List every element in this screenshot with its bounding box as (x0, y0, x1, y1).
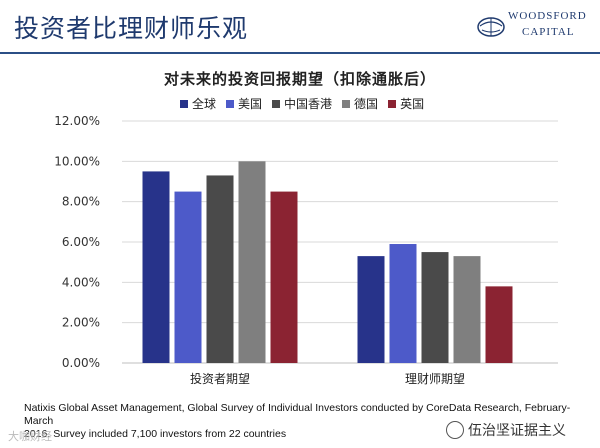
source-footnote: Natixis Global Asset Management, Global … (24, 402, 594, 441)
y-tick-label: 10.00% (54, 154, 100, 168)
legend-item-uk: 英国 (388, 95, 424, 112)
watermark-right-text: 伍治坚证据主义 (468, 423, 566, 439)
bar (142, 171, 170, 363)
logo-text-bottom: CAPITAL (522, 26, 575, 38)
bar (357, 256, 385, 363)
y-tick-label: 12.00% (54, 114, 100, 128)
y-tick-label: 4.00% (62, 275, 100, 289)
watermark-right: 伍治坚证据主义 (446, 420, 566, 440)
bar (485, 286, 513, 363)
legend-label: 全球 (192, 97, 217, 111)
legend-label: 美国 (238, 97, 263, 111)
legend-item-germany: 德国 (342, 95, 378, 112)
y-tick-label: 6.00% (62, 235, 100, 249)
y-tick-label: 2.00% (62, 316, 100, 330)
bar (238, 161, 266, 363)
legend-swatch (342, 99, 351, 108)
bar (174, 191, 202, 363)
bar-chart: 0.00% 2.00% 4.00% 6.00% 8.00% 10.00% 12.00% 投资者… (54, 114, 558, 386)
legend-item-hongkong: 中国香港 (272, 95, 332, 112)
logo-text-top: WOODSFORD (508, 10, 587, 22)
bar (453, 256, 481, 363)
y-tick-label: 0.00% (62, 356, 100, 370)
legend-item-global: 全球 (180, 95, 216, 112)
legend-swatch (226, 99, 235, 108)
wechat-icon (446, 421, 464, 439)
bar (389, 244, 417, 363)
legend-item-us: 美国 (226, 95, 262, 112)
footnote-line-2: 2016. Survey included 7,100 investors fr… (24, 428, 287, 440)
legend-swatch (180, 99, 188, 108)
footnote-line-1: Natixis Global Asset Management, Global … (24, 402, 571, 427)
legend-label: 英国 (400, 97, 425, 111)
chart-legend: 全球 美国 中国香港 德国 英国 (180, 95, 424, 112)
bar (421, 252, 449, 363)
bar (270, 191, 298, 363)
company-logo: WOODSFORD CAPITAL (476, 8, 596, 48)
legend-label: 德国 (354, 97, 379, 111)
legend-swatch (272, 99, 281, 108)
x-category-label: 投资者期望 (190, 371, 250, 386)
x-category-label: 理财师期望 (405, 372, 465, 386)
bar (206, 175, 234, 363)
title-divider (0, 52, 600, 54)
legend-label: 中国香港 (284, 97, 333, 111)
watermark-left: 大咖财经 (8, 430, 52, 443)
slide-title: 投资者比理财师乐观 (14, 14, 249, 43)
legend-swatch (388, 99, 397, 108)
y-tick-label: 8.00% (62, 195, 100, 209)
chart-title: 对未来的投资回报期望（扣除通胀后） (163, 70, 436, 88)
globe-icon (477, 17, 505, 37)
